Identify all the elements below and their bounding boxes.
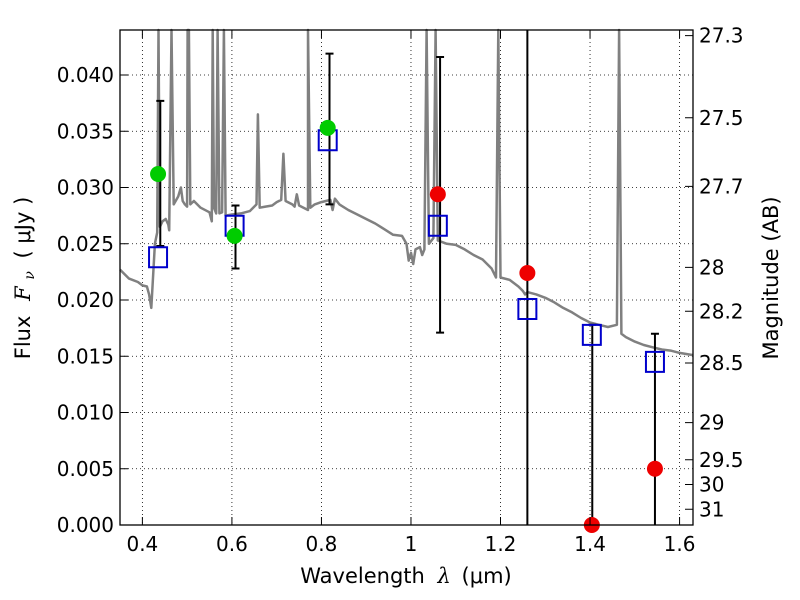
plot-frame	[119, 29, 694, 526]
y2-tick-label: 29.5	[699, 448, 744, 472]
y-tick-label: 0.020	[57, 288, 114, 312]
x-axis-ticks: 0.4 0.6 0.8 1 1.2 1.4 1.6	[126, 30, 695, 556]
square-marker	[581, 323, 602, 346]
y-tick-label: 0.040	[57, 63, 114, 87]
y-axis-title-prefix: Flux	[11, 316, 35, 360]
square-marker	[517, 298, 538, 320]
y-axis-title-unit: ( μJy )	[11, 197, 35, 259]
model-spectrum-line	[119, 28, 694, 357]
y-tick-label: 0.010	[57, 401, 114, 425]
y2-tick-label: 31	[699, 497, 724, 521]
x-tick-label: 0.6	[216, 532, 248, 556]
x-axis-title-symbol: λ	[437, 564, 451, 588]
circle-marker	[519, 265, 536, 281]
circle-marker	[226, 227, 243, 244]
y2-axis-title: Magnitude (AB)	[759, 196, 783, 359]
y-tick-label: 0.005	[57, 457, 114, 481]
x-tick-label: 1.4	[574, 532, 606, 556]
circle-marker	[429, 186, 446, 203]
x-axis-title-prefix: Wavelength	[300, 564, 425, 588]
y2-tick-label: 27.3	[699, 24, 744, 48]
y2-tick-label: 28.5	[699, 351, 744, 375]
x-axis-title-unit: (μm)	[462, 564, 512, 588]
model-spectrum	[119, 28, 694, 357]
y2-tick-label: 28	[699, 255, 724, 279]
x-tick-label: 0.8	[306, 532, 338, 556]
y2-tick-label: 30	[699, 473, 724, 497]
circle-marker	[150, 166, 167, 182]
circle-marker	[319, 119, 336, 136]
y2-tick-label: 27.5	[699, 106, 744, 130]
y-axis-title-subscript: ν	[22, 271, 38, 280]
square-marker	[427, 214, 448, 237]
y2-tick-label: 29	[699, 411, 724, 435]
x-tick-label: 1	[405, 532, 418, 556]
square-marker	[644, 350, 665, 373]
y-axis-title: Flux F ν ( μJy )	[11, 197, 39, 360]
y-axis-title-symbol: F	[11, 285, 35, 302]
y2-tick-label: 27.7	[699, 174, 744, 198]
y-tick-label: 0.000	[57, 513, 114, 537]
y-tick-label: 0.015	[57, 344, 114, 368]
circle-marker	[646, 460, 663, 477]
y-tick-label: 0.035	[57, 119, 114, 143]
grid-lines	[120, 30, 693, 526]
y-axis-ticks: 0.000 0.005 0.010 0.015 0.020 0.025 0.030 0.035…	[57, 63, 128, 537]
x-axis-title: Wavelength λ (μm)	[300, 564, 511, 588]
y-tick-label: 0.030	[57, 176, 114, 200]
y-tick-label: 0.025	[57, 232, 114, 256]
square-marker	[148, 246, 169, 269]
y2-tick-label: 28.2	[699, 299, 744, 323]
x-tick-label: 0.4	[126, 532, 158, 556]
x-tick-label: 1.2	[485, 532, 517, 556]
x-tick-label: 1.6	[664, 532, 696, 556]
